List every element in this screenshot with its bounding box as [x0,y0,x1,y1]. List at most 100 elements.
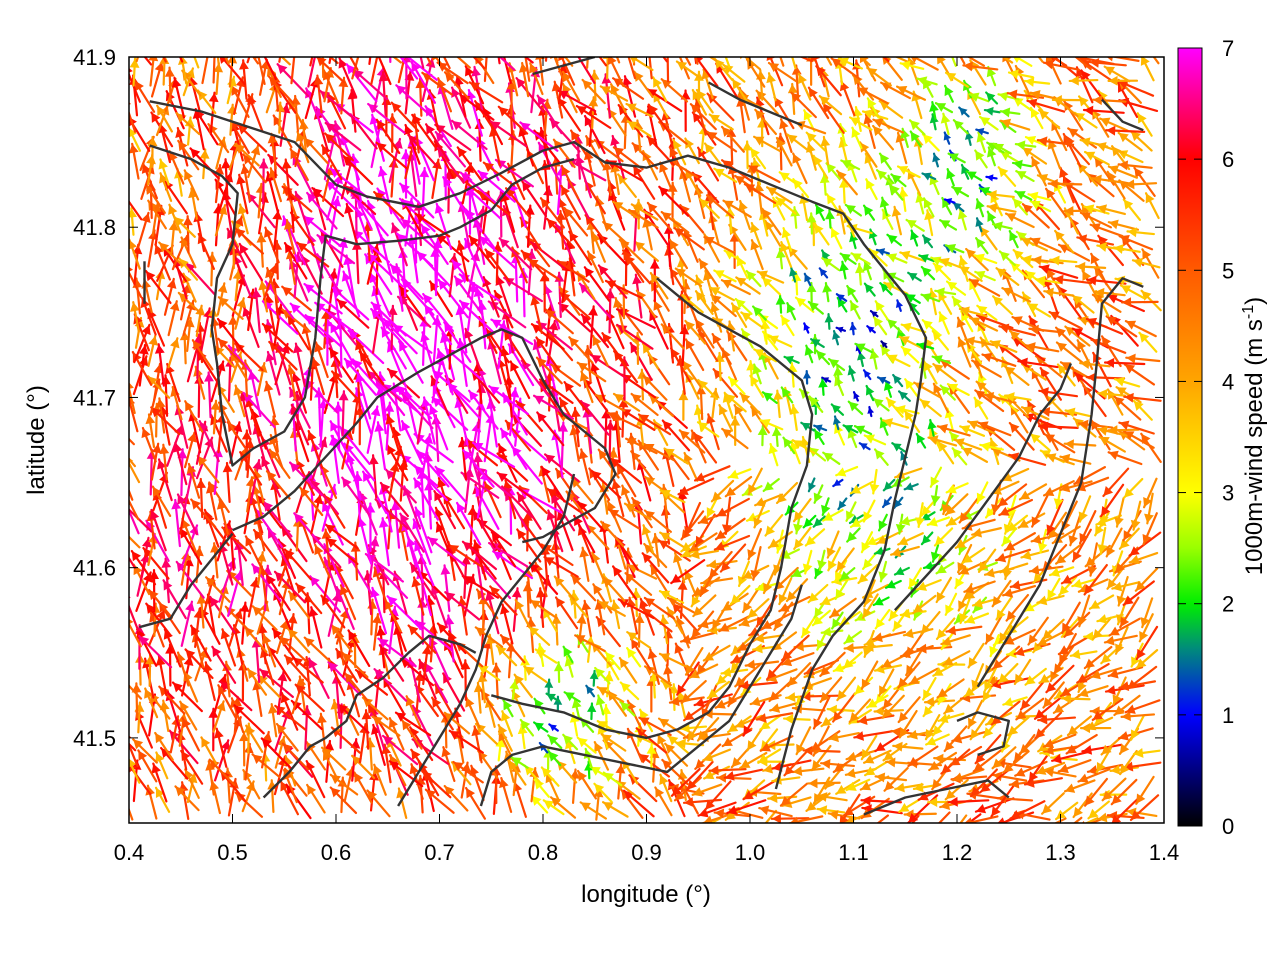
wind-vector [949,745,983,767]
wind-vector [174,785,200,812]
wind-vector [553,661,564,684]
wind-vector [261,730,272,769]
wind-vector [1024,667,1047,686]
wind-vector [430,584,448,629]
colorbar-tick-label: 2 [1222,592,1234,617]
wind-vector [905,646,925,677]
wind-vector [1087,800,1110,820]
wind-vector [1042,681,1065,709]
wind-vector [465,696,481,729]
wind-vector [574,634,606,653]
wind-vector [371,715,401,737]
wind-vector [251,605,278,631]
wind-vector [1050,750,1092,764]
wind-vector [704,780,732,811]
wind-vector [502,699,514,718]
wind-vector [676,661,700,696]
wind-vector [534,648,558,664]
wind-vector [571,697,582,719]
wind-vector [330,623,353,653]
wind-vector [585,684,596,698]
wind-vector [280,691,299,731]
y-axis-title: latitude (°) [23,385,50,495]
wind-vector [495,644,518,667]
wind-vector [1033,693,1066,720]
wind-vector [1130,715,1145,741]
wind-vector [268,703,278,738]
wind-vector [897,696,921,724]
wind-vector [1073,816,1083,823]
colorbar-tick-label: 0 [1222,814,1234,839]
wind-vector [658,652,688,668]
wind-vector [835,778,861,795]
x-tick-label: 0.4 [114,840,145,865]
wind-vector [220,628,237,667]
wind-vector [945,625,983,636]
wind-vector [431,696,454,731]
wind-vector [782,714,811,724]
wind-vector [758,805,793,818]
wind-vector [200,736,218,765]
wind-vector [947,796,990,807]
wind-vector [452,760,484,784]
wind-vector [260,737,292,769]
wind-vector [230,697,245,734]
wind-vector [1076,662,1110,684]
wind-vector [937,712,965,724]
wind-vector [576,736,597,754]
wind-vector [810,744,832,772]
wind-vector [922,695,941,718]
wind-vector [283,654,312,685]
wind-vector [1069,649,1098,660]
y-tick-label: 41.9 [73,45,116,70]
wind-vector [916,643,953,654]
wind-vector [723,768,764,781]
wind-vector [181,716,201,752]
wind-vector [635,727,668,754]
wind-vector [281,742,309,771]
wind-vector [845,778,871,792]
wind-vector [1008,778,1045,789]
wind-vector [465,786,487,820]
x-axis-title: longitude (°) [581,881,711,908]
wind-vector [424,788,455,814]
wind-vector [544,678,554,696]
wind-vector [540,766,560,787]
wind-vector [158,685,186,715]
wind-vector [942,650,971,666]
wind-vector [753,633,785,644]
wind-vector [1110,778,1138,806]
wind-vector [1086,763,1124,775]
wind-vector [129,757,141,784]
wind-vector [499,603,514,645]
wind-vector [925,733,950,746]
wind-vector [908,667,939,685]
wind-vector [579,801,608,820]
wind-vector [514,598,531,629]
x-tick-label: 0.6 [321,840,352,865]
wind-vector [370,586,388,635]
wind-vector [769,701,802,713]
wind-vector [179,57,184,63]
wind-vector [593,786,604,821]
wind-vector [626,647,642,668]
wind-vector [659,773,673,803]
wind-vector [922,676,937,701]
wind-vector [864,760,889,777]
wind-vector [544,57,548,62]
wind-vector [519,718,535,737]
wind-vector [600,733,627,752]
wind-vector [667,734,690,755]
wind-vector [828,731,860,743]
colorbar-tick-label: 5 [1222,258,1234,283]
wind-vector [343,671,369,702]
wind-vector [816,805,846,816]
wind-vector [547,734,563,750]
wind-vector [372,763,387,796]
wind-vector [145,654,155,688]
wind-vector [1135,775,1155,805]
wind-vector [523,665,548,684]
wind-vector [386,595,423,631]
wind-vector [670,767,701,797]
wind-vector [686,760,714,791]
